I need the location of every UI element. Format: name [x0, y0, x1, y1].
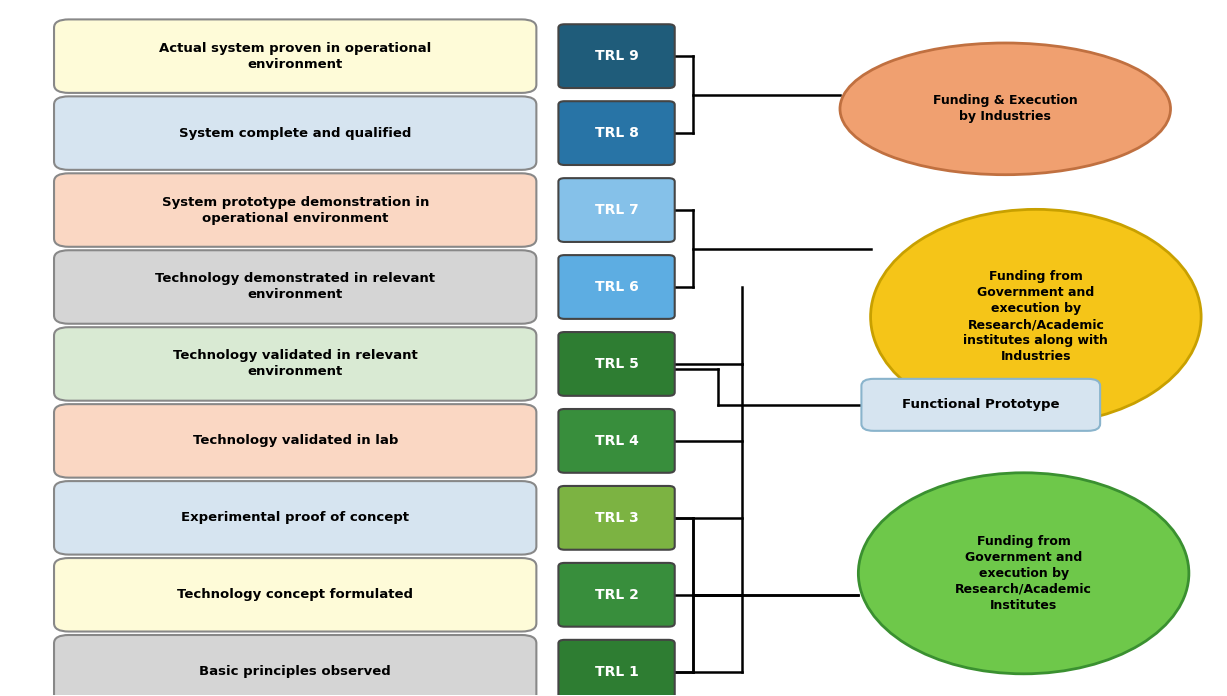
FancyBboxPatch shape	[54, 96, 536, 170]
FancyBboxPatch shape	[558, 101, 675, 165]
Text: System complete and qualified: System complete and qualified	[179, 127, 411, 140]
Text: TRL 5: TRL 5	[595, 357, 638, 371]
FancyBboxPatch shape	[54, 404, 536, 477]
Text: TRL 1: TRL 1	[595, 665, 638, 679]
Text: TRL 7: TRL 7	[595, 203, 638, 217]
Text: Experimental proof of concept: Experimental proof of concept	[182, 512, 409, 524]
Text: TRL 4: TRL 4	[595, 434, 638, 448]
FancyBboxPatch shape	[54, 19, 536, 93]
FancyBboxPatch shape	[558, 409, 675, 473]
Ellipse shape	[871, 209, 1201, 425]
Text: Technology validated in relevant
environment: Technology validated in relevant environ…	[173, 349, 417, 379]
Text: System prototype demonstration in
operational environment: System prototype demonstration in operat…	[162, 196, 429, 225]
Text: Actual system proven in operational
environment: Actual system proven in operational envi…	[160, 42, 432, 71]
FancyBboxPatch shape	[54, 327, 536, 401]
Text: TRL 6: TRL 6	[595, 280, 638, 294]
Text: Funding from
Government and
execution by
Research/Academic
Institutes: Funding from Government and execution by…	[955, 535, 1092, 612]
FancyBboxPatch shape	[861, 379, 1101, 431]
Text: Funding from
Government and
execution by
Research/Academic
institutes along with: Funding from Government and execution by…	[963, 270, 1108, 363]
FancyBboxPatch shape	[558, 563, 675, 626]
FancyBboxPatch shape	[558, 486, 675, 550]
Text: Technology demonstrated in relevant
environment: Technology demonstrated in relevant envi…	[155, 273, 436, 301]
Text: TRL 3: TRL 3	[595, 511, 638, 525]
FancyBboxPatch shape	[54, 173, 536, 247]
FancyBboxPatch shape	[558, 178, 675, 242]
Text: TRL 9: TRL 9	[595, 49, 638, 63]
FancyBboxPatch shape	[54, 635, 536, 696]
FancyBboxPatch shape	[558, 640, 675, 696]
FancyBboxPatch shape	[558, 255, 675, 319]
FancyBboxPatch shape	[54, 251, 536, 324]
Text: Technology validated in lab: Technology validated in lab	[193, 434, 398, 448]
FancyBboxPatch shape	[558, 332, 675, 396]
Text: TRL 2: TRL 2	[595, 588, 638, 602]
Text: Funding & Execution
by Industries: Funding & Execution by Industries	[933, 95, 1077, 123]
Text: Technology concept formulated: Technology concept formulated	[177, 588, 413, 601]
Text: TRL 8: TRL 8	[595, 126, 638, 140]
Ellipse shape	[859, 473, 1189, 674]
Text: Basic principles observed: Basic principles observed	[199, 665, 391, 678]
FancyBboxPatch shape	[54, 558, 536, 631]
FancyBboxPatch shape	[558, 24, 675, 88]
Text: Functional Prototype: Functional Prototype	[902, 398, 1060, 411]
Ellipse shape	[840, 43, 1171, 175]
FancyBboxPatch shape	[54, 481, 536, 555]
